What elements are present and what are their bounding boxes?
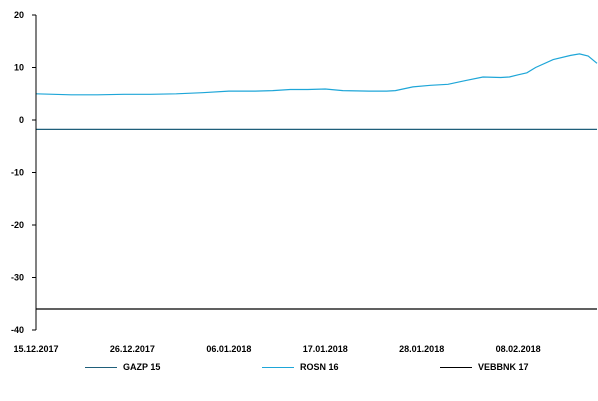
x-tick-label: 17.01.2018 <box>303 344 348 354</box>
y-tick-label: 0 <box>19 115 24 125</box>
x-tick-label: 28.01.2018 <box>399 344 444 354</box>
chart: 20 10 0 -10 -20 -30 -40 15.12.2017 26.12.2017 06… <box>11 10 598 354</box>
series-line-rosn-16 <box>35 53 598 96</box>
y-tick-label: 10 <box>14 63 24 73</box>
legend-label: VEBBNK 17 <box>478 362 529 372</box>
y-axis: 20 10 0 -10 -20 -30 -40 <box>11 10 36 335</box>
legend-item: ROSN 16 <box>262 362 339 372</box>
legend: GAZP 15 ROSN 16 VEBBNK 17 <box>0 362 598 382</box>
legend-label: GAZP 15 <box>123 362 161 372</box>
legend-swatch <box>85 366 117 368</box>
legend-item: GAZP 15 <box>85 362 160 372</box>
x-tick-label: 06.01.2018 <box>206 344 251 354</box>
x-tick-label: 08.02.2018 <box>496 344 541 354</box>
series-lines <box>35 53 598 310</box>
legend-item: VEBBNK 17 <box>440 362 529 372</box>
legend-swatch <box>440 366 472 368</box>
y-tick-label: 20 <box>14 10 24 20</box>
x-tick-label: 26.12.2017 <box>110 344 155 354</box>
x-tick-label: 15.12.2017 <box>13 344 58 354</box>
y-tick-label: -20 <box>11 220 24 230</box>
y-tick-label: -10 <box>11 168 24 178</box>
y-tick-label: -30 <box>11 273 24 283</box>
x-axis: 15.12.2017 26.12.2017 06.01.2018 17.01.2018… <box>13 344 540 354</box>
legend-swatch <box>262 366 294 368</box>
legend-label: ROSN 16 <box>300 362 339 372</box>
y-tick-label: -40 <box>11 325 24 335</box>
